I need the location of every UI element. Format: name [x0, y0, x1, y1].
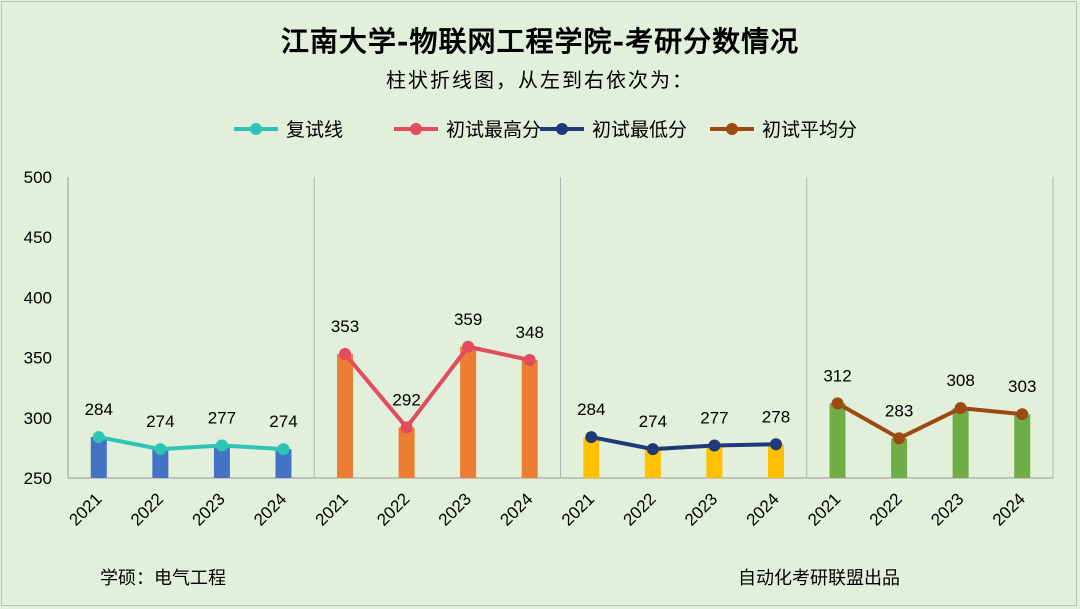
bar	[90, 437, 107, 478]
data-point	[154, 443, 167, 456]
data-label: 284	[85, 400, 113, 419]
series-line	[836, 401, 1023, 441]
x-tick-label: 2024	[250, 489, 290, 529]
x-tick-label: 2023	[435, 489, 475, 529]
legend-marker	[556, 123, 568, 135]
data-point	[585, 431, 598, 444]
data-point	[92, 431, 105, 444]
data-label: 283	[885, 401, 913, 420]
data-label: 292	[392, 390, 420, 409]
data-label: 308	[946, 371, 974, 390]
x-tick-label: 2021	[65, 489, 105, 529]
x-tick-label: 2024	[496, 489, 536, 529]
legend-label: 初试平均分	[762, 119, 857, 141]
data-label: 284	[577, 400, 605, 419]
x-tick-label: 2024	[989, 489, 1029, 529]
bar	[275, 449, 292, 478]
legend-marker	[410, 123, 422, 135]
x-tick-label: 2023	[189, 489, 229, 529]
bar	[706, 445, 723, 478]
y-tick-label: 350	[24, 349, 52, 368]
data-point	[954, 402, 967, 415]
data-point	[646, 443, 659, 456]
x-tick-label: 2021	[804, 489, 844, 529]
x-tick-label: 2023	[927, 489, 967, 529]
legend-marker	[250, 123, 262, 135]
data-point	[339, 347, 352, 360]
legend: 复试线 初试最高分 初试最低分 初试平均分	[234, 119, 857, 141]
data-point	[708, 439, 721, 452]
data-point	[215, 439, 228, 452]
data-label: 348	[516, 323, 544, 342]
data-label: 274	[269, 412, 297, 431]
legend-label: 初试最低分	[592, 119, 687, 141]
x-tick-label: 2023	[681, 489, 721, 529]
data-point	[523, 354, 536, 367]
data-label: 303	[1008, 377, 1036, 396]
data-label: 277	[208, 408, 236, 427]
bar	[767, 444, 784, 478]
bar	[583, 437, 600, 478]
y-tick-label: 500	[24, 168, 52, 187]
x-tick-label: 2022	[127, 489, 167, 529]
footer-note-source: 自动化考研联盟出品	[738, 568, 900, 589]
x-tick-label: 2022	[373, 489, 413, 529]
legend-label: 复试线	[286, 119, 343, 141]
data-label: 274	[639, 412, 667, 431]
series-line	[98, 435, 284, 452]
data-point	[400, 421, 413, 434]
bar	[829, 403, 846, 478]
plot-area: 284 274 277 274 353 292 359 348 284 274 277 278 312 2…	[85, 310, 1036, 478]
data-label: 312	[823, 366, 851, 385]
y-tick-label: 450	[24, 228, 52, 247]
x-tick-label: 2022	[619, 489, 659, 529]
y-tick-label: 250	[24, 469, 52, 488]
series-line	[590, 435, 777, 452]
y-tick-label: 300	[24, 409, 52, 428]
legend-marker	[726, 123, 738, 135]
bar	[337, 353, 354, 478]
data-label: 277	[700, 408, 728, 427]
bar	[398, 427, 415, 478]
data-label: 274	[146, 412, 174, 431]
bar	[952, 408, 969, 478]
data-label: 353	[331, 317, 359, 336]
bar	[213, 445, 230, 478]
data-point	[769, 438, 782, 451]
bar	[644, 449, 661, 478]
legend-label: 初试最高分	[446, 119, 541, 141]
bar	[521, 360, 538, 478]
x-tick-label: 2024	[743, 489, 783, 529]
bar	[460, 346, 477, 478]
chart-title: 江南大学-物联网工程学院-考研分数情况	[280, 25, 800, 58]
data-label: 359	[454, 310, 482, 329]
data-point	[893, 432, 906, 445]
data-label: 278	[762, 407, 790, 426]
data-point	[462, 340, 475, 353]
data-point	[277, 443, 290, 456]
series-line	[343, 344, 531, 430]
bar	[152, 449, 169, 478]
y-tick-label: 400	[24, 288, 52, 307]
chart-subtitle: 柱状折线图，从左到右依次为：	[386, 68, 694, 92]
x-tick-label: 2021	[558, 489, 598, 529]
data-point	[1016, 408, 1029, 421]
x-tick-label: 2021	[312, 489, 352, 529]
bar	[891, 438, 908, 478]
footer-note-degree: 学硕：电气工程	[100, 568, 226, 589]
data-point	[831, 397, 844, 410]
x-tick-label: 2022	[866, 489, 906, 529]
bar	[1014, 414, 1031, 478]
